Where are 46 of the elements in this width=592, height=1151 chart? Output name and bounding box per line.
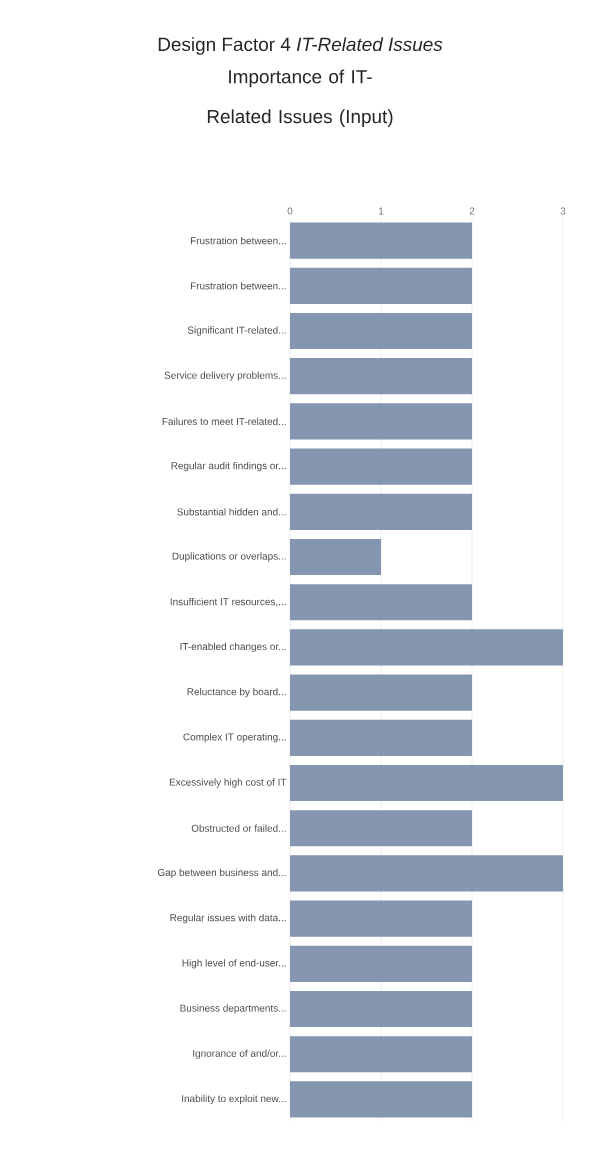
bar xyxy=(290,493,472,530)
chart-subtitle: Importance of IT-Related Issues (Input) xyxy=(207,69,393,127)
bar xyxy=(290,764,563,802)
y-tick-label: Obstructed or failed... xyxy=(191,824,286,832)
bar xyxy=(290,222,472,259)
bar xyxy=(290,538,381,576)
bar xyxy=(290,900,472,937)
y-tick-label: Insufficient IT resources,... xyxy=(170,597,286,607)
x-tick-label: 1 xyxy=(379,207,384,215)
y-tick-label: Substantial hidden and... xyxy=(177,508,286,516)
y-tick-label: Excessively high cost of IT xyxy=(169,778,287,788)
chart-title: Design Factor 4 IT-Related Issues xyxy=(158,37,443,55)
y-tick-label: High level of end-user... xyxy=(182,959,286,969)
y-tick-label: IT-enabled changes or... xyxy=(180,642,286,653)
bar xyxy=(290,358,472,395)
x-tick-label: 2 xyxy=(469,207,475,215)
bar xyxy=(290,448,472,485)
y-tick-label: Regular issues with data... xyxy=(170,913,286,924)
y-tick-label: Reluctance by board... xyxy=(187,687,286,698)
bar xyxy=(290,674,472,711)
bar xyxy=(290,719,472,756)
y-tick-label: Ignorance of and/or... xyxy=(193,1049,286,1059)
y-tick-label: Significant IT-related... xyxy=(187,326,286,336)
y-tick-label: Business departments... xyxy=(180,1004,286,1014)
bar xyxy=(290,267,472,304)
y-tick-label: Frustration between... xyxy=(190,236,286,245)
y-tick-label: Frustration between... xyxy=(190,282,286,290)
x-tick-label: 3 xyxy=(560,207,566,215)
y-tick-label: Complex IT operating... xyxy=(183,733,286,743)
bar xyxy=(290,584,472,621)
y-tick-label: Gap between business and... xyxy=(157,868,286,879)
bar xyxy=(290,990,472,1028)
y-tick-label: Failures to meet IT-related... xyxy=(162,417,286,426)
bar xyxy=(290,855,563,892)
bar xyxy=(290,810,472,847)
bar xyxy=(290,1036,472,1073)
y-tick-label: Regular audit findings or... xyxy=(171,461,286,472)
bar xyxy=(290,1081,472,1118)
y-tick-label: Service delivery problems... xyxy=(164,371,286,381)
x-tick-label: 0 xyxy=(287,207,293,215)
y-tick-label: Inability to exploit new... xyxy=(182,1094,286,1105)
y-tick-label: Duplications or overlaps... xyxy=(172,552,286,562)
bar xyxy=(290,403,472,440)
bar xyxy=(290,629,563,666)
bar xyxy=(290,945,472,982)
bar xyxy=(290,312,472,350)
